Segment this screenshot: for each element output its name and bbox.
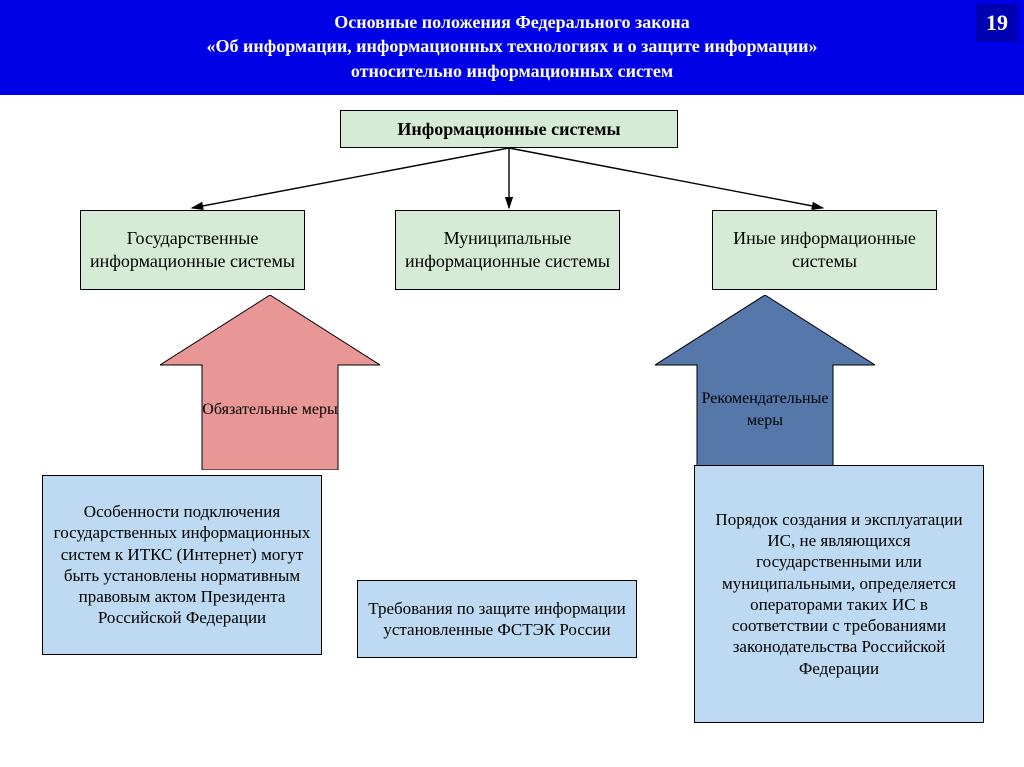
child-node-mun: Муниципальные информационные системы (395, 210, 620, 290)
note-text: Порядок создания и эксплуатации ИС, не я… (705, 509, 973, 679)
note-box-2: Требования по защите информации установл… (357, 580, 637, 658)
header-line-3: относительно информационных систем (351, 61, 673, 81)
note-box-1: Особенности подключения государственных … (42, 475, 322, 655)
child-label: Иные информационные системы (713, 227, 936, 272)
arrow-recommended: Рекомендательные меры (655, 295, 875, 470)
header-line-1: Основные положения Федерального закона (334, 12, 690, 32)
child-label: Муниципальные информационные системы (396, 227, 619, 272)
diagram-canvas: Информационные системы Государственные и… (0, 95, 1024, 767)
child-node-gov: Государственные информационные системы (80, 210, 305, 290)
arrow-mandatory-label: Обязательные меры (200, 344, 340, 421)
child-label: Государственные информационные системы (81, 227, 304, 272)
page-number-badge: 19 (976, 4, 1018, 42)
header-line-2: «Об информации, информационных технологи… (207, 36, 818, 56)
note-box-3: Порядок создания и эксплуатации ИС, не я… (694, 465, 984, 723)
arrow-mandatory: Обязательные меры (160, 295, 380, 470)
note-text: Особенности подключения государственных … (53, 501, 311, 629)
arrow-recommended-label: Рекомендательные меры (695, 333, 835, 433)
slide-header: Основные положения Федерального закона «… (0, 0, 1024, 95)
root-node: Информационные системы (340, 110, 678, 148)
note-text: Требования по защите информации установл… (364, 598, 630, 641)
root-label: Информационные системы (397, 118, 620, 141)
child-node-other: Иные информационные системы (712, 210, 937, 290)
